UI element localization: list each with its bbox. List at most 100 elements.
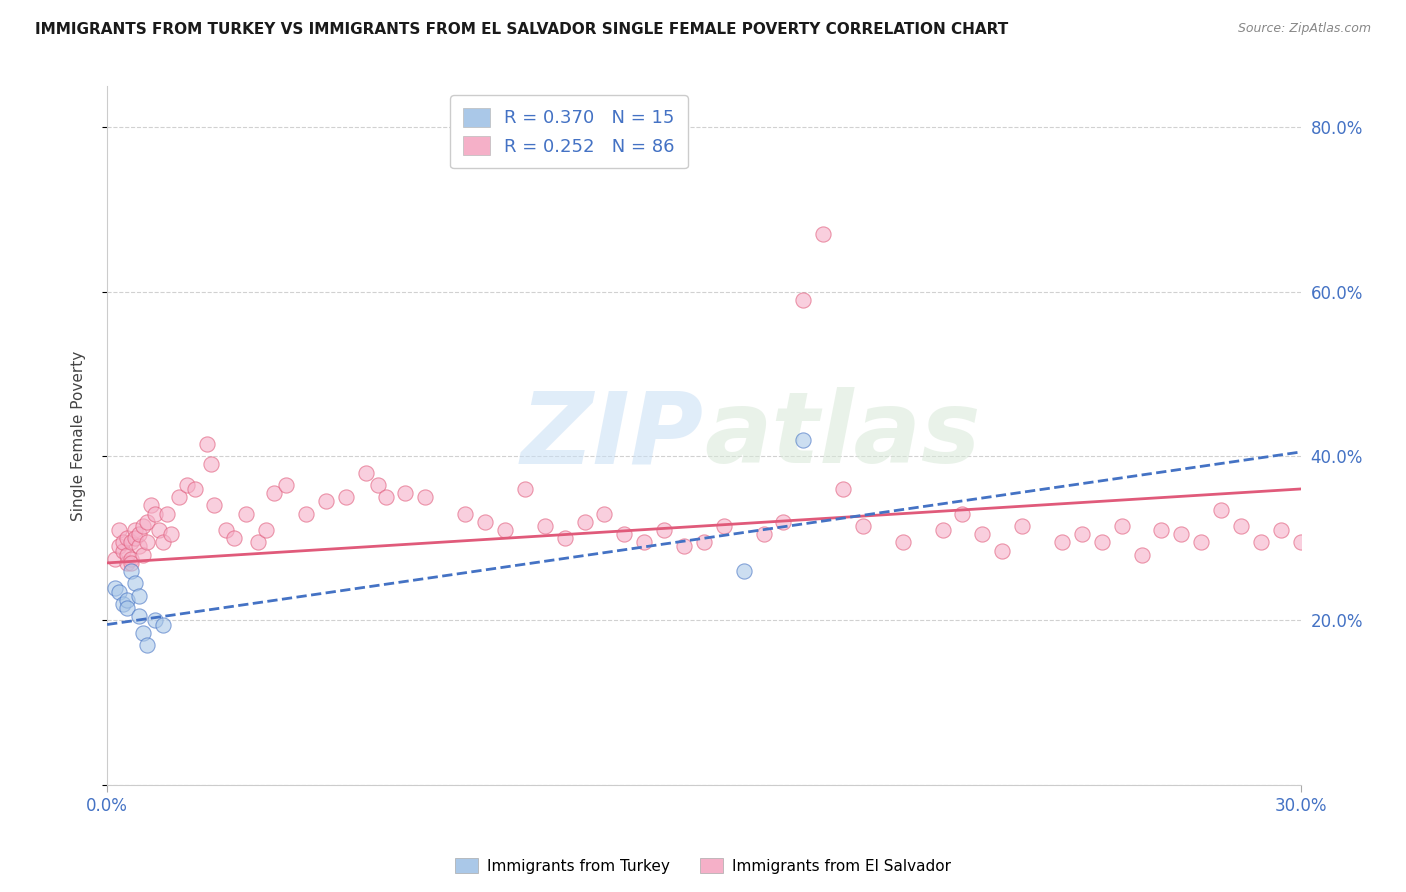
Point xyxy=(115,593,138,607)
Point xyxy=(1070,527,1092,541)
Point xyxy=(335,490,357,504)
Point xyxy=(991,543,1014,558)
Point xyxy=(274,478,297,492)
Point xyxy=(132,519,155,533)
Point xyxy=(132,548,155,562)
Point xyxy=(115,531,138,545)
Point xyxy=(454,507,477,521)
Point xyxy=(1270,523,1292,537)
Point xyxy=(593,507,616,521)
Point xyxy=(1011,519,1033,533)
Point xyxy=(104,581,127,595)
Point xyxy=(772,515,794,529)
Point xyxy=(574,515,596,529)
Point xyxy=(1209,502,1232,516)
Y-axis label: Single Female Poverty: Single Female Poverty xyxy=(72,351,86,521)
Point xyxy=(128,609,150,624)
Point xyxy=(139,499,162,513)
Point xyxy=(1309,486,1331,500)
Point xyxy=(235,507,257,521)
Point xyxy=(183,482,205,496)
Legend: R = 0.370   N = 15, R = 0.252   N = 86: R = 0.370 N = 15, R = 0.252 N = 86 xyxy=(450,95,688,169)
Point xyxy=(143,507,166,521)
Point xyxy=(652,523,675,537)
Point xyxy=(832,482,855,496)
Point xyxy=(108,584,131,599)
Point xyxy=(254,523,277,537)
Point xyxy=(143,614,166,628)
Point xyxy=(111,543,134,558)
Point xyxy=(135,638,157,652)
Point xyxy=(295,507,318,521)
Point xyxy=(415,490,437,504)
Point xyxy=(1170,527,1192,541)
Point xyxy=(115,601,138,615)
Point xyxy=(247,535,270,549)
Point xyxy=(200,458,222,472)
Text: IMMIGRANTS FROM TURKEY VS IMMIGRANTS FROM EL SALVADOR SINGLE FEMALE POVERTY CORR: IMMIGRANTS FROM TURKEY VS IMMIGRANTS FRO… xyxy=(35,22,1008,37)
Point xyxy=(713,519,735,533)
Point xyxy=(1150,523,1173,537)
Point xyxy=(120,535,142,549)
Point xyxy=(156,507,179,521)
Point xyxy=(891,535,914,549)
Point xyxy=(633,535,655,549)
Point xyxy=(120,564,142,578)
Point xyxy=(124,576,146,591)
Point xyxy=(972,527,994,541)
Point xyxy=(215,523,238,537)
Point xyxy=(813,227,835,242)
Point xyxy=(1189,535,1212,549)
Point xyxy=(494,523,516,537)
Point xyxy=(204,499,226,513)
Point xyxy=(1130,548,1153,562)
Point xyxy=(792,433,814,447)
Text: atlas: atlas xyxy=(704,387,980,484)
Point xyxy=(104,551,127,566)
Point xyxy=(108,540,131,554)
Point xyxy=(167,490,190,504)
Point xyxy=(124,523,146,537)
Point xyxy=(367,478,389,492)
Point xyxy=(952,507,974,521)
Point xyxy=(108,523,131,537)
Point xyxy=(1050,535,1073,549)
Point xyxy=(693,535,716,549)
Point xyxy=(128,589,150,603)
Point xyxy=(111,597,134,611)
Legend: Immigrants from Turkey, Immigrants from El Salvador: Immigrants from Turkey, Immigrants from … xyxy=(449,852,957,880)
Point xyxy=(533,519,555,533)
Point xyxy=(132,625,155,640)
Point xyxy=(1289,535,1312,549)
Point xyxy=(152,617,174,632)
Point xyxy=(474,515,496,529)
Point xyxy=(1091,535,1114,549)
Point xyxy=(195,437,218,451)
Point xyxy=(613,527,636,541)
Point xyxy=(513,482,536,496)
Point xyxy=(135,515,157,529)
Point xyxy=(1250,535,1272,549)
Point xyxy=(733,564,755,578)
Text: ZIP: ZIP xyxy=(520,387,704,484)
Point xyxy=(115,556,138,570)
Point xyxy=(224,531,246,545)
Point xyxy=(135,535,157,549)
Point xyxy=(115,548,138,562)
Point xyxy=(554,531,576,545)
Point xyxy=(315,494,337,508)
Point xyxy=(128,540,150,554)
Point xyxy=(152,535,174,549)
Point xyxy=(354,466,377,480)
Point xyxy=(120,556,142,570)
Point xyxy=(263,486,285,500)
Point xyxy=(159,527,181,541)
Point xyxy=(120,551,142,566)
Point xyxy=(394,486,416,500)
Point xyxy=(176,478,198,492)
Point xyxy=(852,519,875,533)
Point xyxy=(128,527,150,541)
Point xyxy=(672,540,695,554)
Point xyxy=(374,490,396,504)
Point xyxy=(931,523,953,537)
